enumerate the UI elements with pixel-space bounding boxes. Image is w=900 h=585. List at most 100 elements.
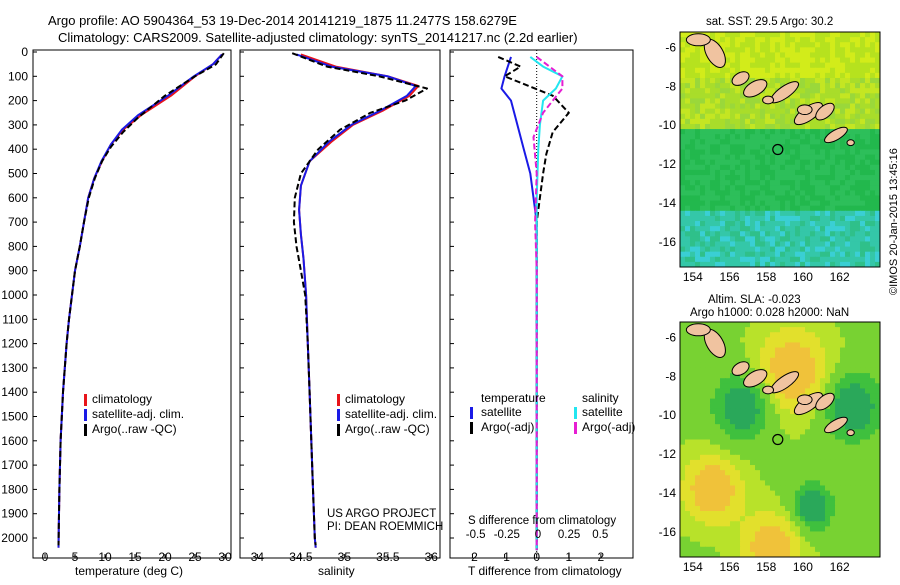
map-cell bbox=[700, 536, 706, 543]
map-cell bbox=[725, 139, 731, 145]
map-cell bbox=[705, 526, 711, 533]
map-cell bbox=[705, 367, 711, 374]
map-cell bbox=[790, 47, 796, 54]
map-cell bbox=[735, 480, 741, 487]
map-cell bbox=[750, 429, 756, 435]
map-cell bbox=[760, 139, 766, 145]
map-cell bbox=[785, 511, 791, 517]
map-cell bbox=[785, 37, 791, 43]
map-cell bbox=[770, 444, 776, 451]
map-cell bbox=[845, 185, 851, 191]
map-cell bbox=[700, 505, 706, 512]
map-cell bbox=[800, 37, 806, 43]
map-cell bbox=[860, 118, 866, 125]
map-cell bbox=[835, 408, 841, 415]
map-cell bbox=[770, 536, 776, 543]
map-cell bbox=[805, 42, 811, 48]
map-cell bbox=[795, 454, 801, 461]
map-cell bbox=[680, 169, 686, 176]
map-cell bbox=[795, 347, 801, 354]
map-x-tick-label: 154 bbox=[683, 270, 703, 284]
map-cell bbox=[700, 123, 706, 130]
map-cell bbox=[870, 373, 876, 379]
map-cell bbox=[720, 373, 726, 379]
map-cell bbox=[680, 434, 686, 441]
map-cell bbox=[825, 37, 831, 43]
map-cell bbox=[765, 180, 771, 186]
map-cell bbox=[850, 485, 856, 492]
map-cell bbox=[695, 62, 701, 69]
map-cell bbox=[695, 342, 701, 349]
map-cell bbox=[695, 108, 701, 115]
map-cell bbox=[850, 475, 856, 481]
map-cell bbox=[725, 67, 731, 74]
map-cell bbox=[775, 123, 781, 130]
map-cell bbox=[785, 352, 791, 359]
map-cell bbox=[695, 67, 701, 74]
map-cell bbox=[790, 429, 796, 435]
map-cell bbox=[710, 434, 716, 441]
map-cell bbox=[795, 159, 801, 166]
map-cell bbox=[780, 327, 786, 333]
map-cell bbox=[850, 439, 856, 446]
map-cell bbox=[715, 403, 721, 410]
map-cell bbox=[780, 251, 786, 258]
map-cell bbox=[750, 144, 756, 151]
map-cell bbox=[730, 470, 736, 476]
map-cell bbox=[730, 485, 736, 492]
map-cell bbox=[815, 342, 821, 349]
map-cell bbox=[800, 388, 806, 395]
map-cell bbox=[775, 429, 781, 435]
map-cell bbox=[730, 434, 736, 441]
map-cell bbox=[725, 551, 731, 557]
map-cell bbox=[860, 347, 866, 354]
map-cell bbox=[685, 495, 691, 502]
map-cell bbox=[750, 67, 756, 74]
map-cell bbox=[850, 388, 856, 395]
map-cell bbox=[860, 37, 866, 43]
map-cell bbox=[700, 444, 706, 451]
map-cell bbox=[805, 439, 811, 446]
map-cell bbox=[690, 221, 696, 227]
map-cell bbox=[850, 454, 856, 461]
map-cell bbox=[680, 123, 686, 130]
map-cell bbox=[830, 190, 836, 197]
map-cell bbox=[720, 541, 726, 548]
map-cell bbox=[700, 337, 706, 344]
map-cell bbox=[780, 393, 786, 400]
map-cell bbox=[690, 159, 696, 166]
map-cell bbox=[730, 108, 736, 115]
map-cell bbox=[875, 123, 880, 130]
map-cell bbox=[685, 546, 691, 553]
map-cell bbox=[685, 454, 691, 461]
map-cell bbox=[725, 83, 731, 89]
map-cell bbox=[825, 67, 831, 74]
map-cell bbox=[855, 413, 861, 420]
map-cell bbox=[775, 185, 781, 191]
map-cell bbox=[855, 403, 861, 410]
map-cell bbox=[775, 42, 781, 48]
map-cell bbox=[830, 215, 836, 222]
map-cell bbox=[760, 511, 766, 517]
map-cell bbox=[790, 118, 796, 125]
map-cell bbox=[765, 236, 771, 243]
map-cell bbox=[765, 108, 771, 115]
map-cell bbox=[865, 516, 871, 522]
map-cell bbox=[850, 123, 856, 130]
map-cell bbox=[705, 398, 711, 405]
map-cell bbox=[860, 495, 866, 502]
map-cell bbox=[815, 185, 821, 191]
map-cell bbox=[780, 449, 786, 456]
map-cell bbox=[875, 413, 880, 420]
map-cell bbox=[800, 88, 806, 94]
map-cell bbox=[710, 465, 716, 471]
map-cell bbox=[790, 221, 796, 227]
map-cell bbox=[765, 37, 771, 43]
map-cell bbox=[685, 134, 691, 140]
map-cell bbox=[825, 195, 831, 202]
map-cell bbox=[740, 419, 746, 425]
map-cell bbox=[860, 190, 866, 197]
map-cell bbox=[770, 424, 776, 430]
map-cell bbox=[795, 98, 801, 105]
map-cell bbox=[685, 47, 691, 54]
